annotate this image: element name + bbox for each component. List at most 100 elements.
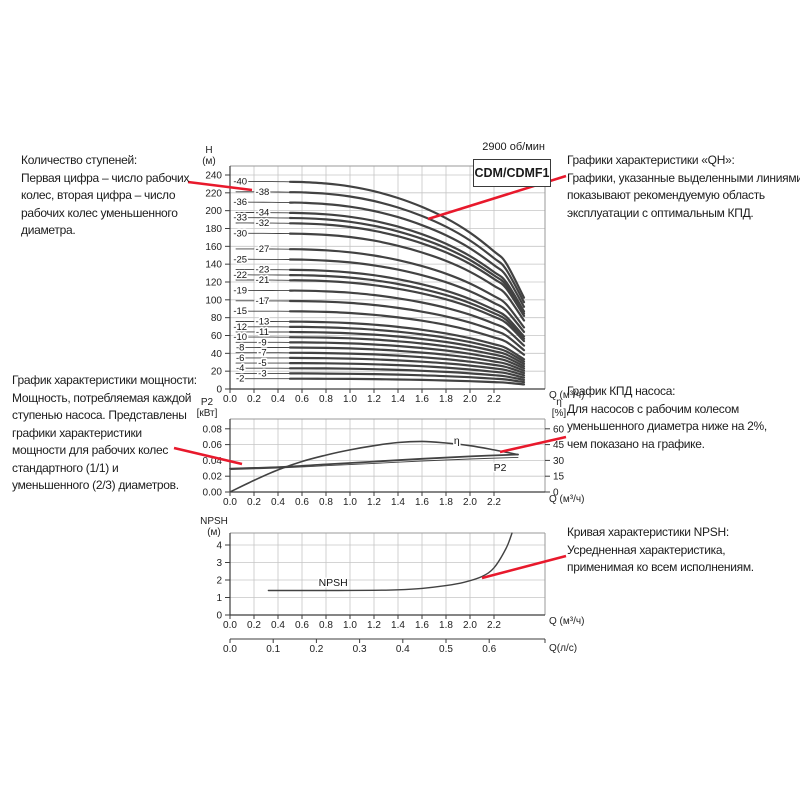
- tick-label: 40: [211, 349, 223, 360]
- tick-label: 200: [205, 206, 222, 217]
- tick-label: 1.6: [415, 620, 429, 631]
- tick-label: 0.0: [223, 394, 237, 405]
- tick-label: 0.06: [203, 440, 223, 451]
- annotation-stages: Количество ступеней: Первая цифра – числ…: [21, 152, 189, 240]
- tick-label: 0.8: [319, 620, 333, 631]
- annotation-line: График КПД насоса:: [567, 384, 676, 398]
- tick-label: 0.2: [247, 497, 261, 508]
- qh-x-axis-unit: Q (м³/ч): [549, 390, 585, 401]
- npsh-chart: 0.0 0.2 0.4 0.6 0.8 1.0 1.2 1.4 1.6 1.8 2.0 2.2 0 1 2 3…: [216, 532, 546, 655]
- annotation-line: показывают рекомендуемую область: [567, 188, 765, 202]
- curve-stage-label: -40: [233, 176, 247, 187]
- tick-label: 0.02: [203, 472, 223, 483]
- axis-title-line: η: [556, 397, 562, 408]
- tick-label: 0.2: [309, 644, 323, 655]
- annotation-line: ступенью насоса. Представлены: [12, 408, 187, 422]
- curve-stage-label: -12: [233, 322, 247, 333]
- tick-label: 1.8: [439, 394, 453, 405]
- tick-label: 1.2: [367, 620, 381, 631]
- curve-stage-label: -25: [233, 254, 247, 265]
- power-y-axis-title: P2 [кВт]: [190, 397, 224, 419]
- tick-label: 4: [216, 541, 222, 552]
- annotation-line: Графики характеристики «QH»:: [567, 153, 735, 167]
- tick-label: 0: [216, 611, 222, 622]
- curve-stage-label: -27: [256, 244, 270, 255]
- tick-label: 240: [205, 170, 222, 181]
- tick-label: 2.0: [463, 394, 477, 405]
- annotation-line: уменьшенного диаметра ниже на 2%,: [567, 419, 767, 433]
- tick-label: 60: [211, 331, 223, 342]
- tick-label: 1.4: [391, 394, 405, 405]
- curve-stage-label: -23: [256, 265, 270, 276]
- tick-label: 160: [205, 242, 222, 253]
- tick-label: 0.2: [247, 394, 261, 405]
- tick-label: 15: [553, 472, 565, 483]
- curve-stage-label: -38: [256, 187, 270, 198]
- axis-title-line: [кВт]: [196, 407, 218, 419]
- tick-label: 2.2: [487, 394, 501, 405]
- speed-label: 2900 об/мин: [482, 141, 545, 153]
- curve-stage-label: -3: [258, 368, 266, 379]
- tick-label: 0.4: [396, 644, 410, 655]
- curve-stage-label: -34: [256, 208, 270, 219]
- curve-stage-label: -4: [236, 363, 244, 374]
- annotation-line: эксплуатации с оптимальным КПД.: [567, 205, 754, 220]
- series-label: η: [454, 435, 460, 447]
- qh-y-axis-title: H (м): [194, 145, 224, 167]
- tick-label: 0.6: [295, 394, 309, 405]
- annotation-line: Для насосов с рабочим колесом: [567, 401, 739, 416]
- tick-label: 1.8: [439, 620, 453, 631]
- axis-title-line: (м): [202, 155, 216, 167]
- axis-title-line: [%]: [551, 407, 567, 419]
- annotation-line: Кривая характеристики NPSH:: [567, 525, 729, 539]
- tick-label: 0.4: [271, 620, 285, 631]
- tick-label: 0.08: [203, 424, 223, 435]
- axis-title-line: P2: [200, 397, 214, 408]
- annotation-line: стандартного (1/1) и: [12, 460, 119, 475]
- series-label: NPSH: [319, 577, 348, 589]
- npsh-y-axis-title: NPSH (м): [195, 516, 233, 538]
- tick-label: 2.0: [463, 620, 477, 631]
- tick-label: 45: [553, 440, 565, 451]
- annotation-efficiency: График КПД насоса: Для насосов с рабочим…: [567, 383, 767, 453]
- model-name-box: CDM/CDMF1: [473, 159, 551, 187]
- axis-title-line: NPSH: [200, 516, 228, 527]
- curve-stage-label: -30: [233, 228, 247, 239]
- annotation-line: графики характеристики: [12, 425, 142, 440]
- tick-label: 2: [216, 576, 222, 587]
- curve-stage-label: -9: [258, 337, 266, 348]
- curve-stage-label: -22: [233, 270, 247, 281]
- qh-chart: 0.0 0.2 0.4 0.6 0.8 1.0 1.2 1.4 1.6 1.8 2.0 2.2 0 20 4…: [205, 165, 546, 405]
- tick-label: 100: [205, 295, 222, 306]
- annotation-line: Графики, указанные выделенными линиями,: [567, 170, 800, 185]
- curve-stage-label: -11: [256, 327, 269, 338]
- tick-label: 0.1: [266, 644, 280, 655]
- curve-stage-label: -17: [256, 296, 270, 307]
- annotation-line: График характеристики мощности:: [12, 373, 197, 387]
- annotation-line: применимая ко всем исполнениям.: [567, 560, 754, 574]
- tick-label: 1: [216, 593, 222, 604]
- curve-stage-label: -6: [236, 353, 244, 364]
- curve-stage-label: -2: [236, 374, 244, 385]
- tick-label: 2.2: [487, 497, 501, 508]
- curve-stage-label: -5: [258, 358, 266, 369]
- tick-label: 0.6: [482, 644, 496, 655]
- tick-label: 140: [205, 260, 222, 271]
- tick-label: 0.5: [439, 644, 453, 655]
- tick-label: 1.4: [391, 497, 405, 508]
- tick-label: 220: [205, 188, 222, 199]
- tick-label: 1.4: [391, 620, 405, 631]
- annotation-line: колес, вторая цифра – число: [21, 188, 176, 202]
- tick-label: 0.8: [319, 394, 333, 405]
- tick-label: 1.0: [343, 620, 357, 631]
- tick-label: 2.0: [463, 497, 477, 508]
- annotation-line: чем показано на графике.: [567, 436, 705, 451]
- curve-stage-label: -32: [256, 218, 270, 229]
- tick-label: 0.3: [353, 644, 367, 655]
- tick-label: 0.04: [203, 456, 223, 467]
- npsh-x-axis-unit-lps: Q(л/с): [549, 643, 578, 654]
- curve-stage-label: -33: [233, 213, 247, 224]
- tick-label: 1.0: [343, 497, 357, 508]
- curve-stage-label: -8: [236, 342, 244, 353]
